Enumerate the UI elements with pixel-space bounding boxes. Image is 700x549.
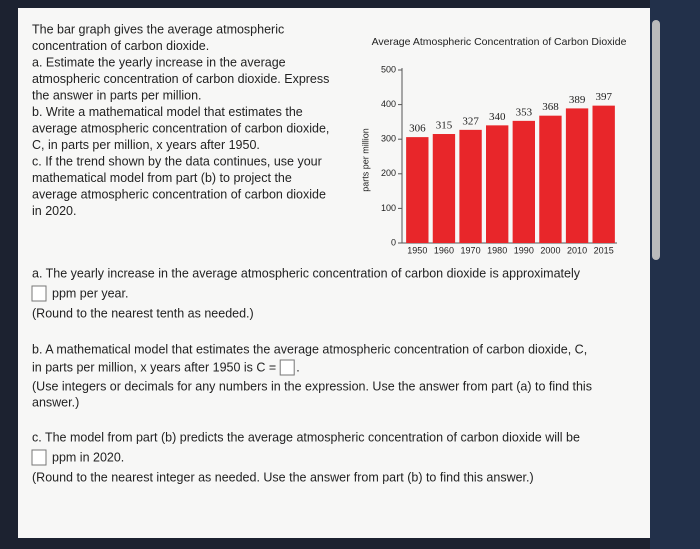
hint: (Use integers or decimals for any number…	[32, 379, 592, 393]
y-tick-label: 400	[381, 99, 396, 109]
panel	[18, 8, 650, 538]
question-text: b. A mathematical model that estimates t…	[32, 342, 587, 356]
intro-line: mathematical model from part (b) to proj…	[32, 171, 292, 185]
data-label: 327	[462, 115, 479, 127]
hint: answer.)	[32, 395, 79, 409]
question-text: c. The model from part (b) predicts the …	[32, 430, 580, 444]
data-label: 397	[595, 91, 612, 103]
answer-box[interactable]	[31, 285, 47, 302]
bar	[565, 108, 589, 243]
answer-unit: ppm per year.	[52, 286, 128, 300]
bar	[512, 120, 535, 243]
data-label: 340	[489, 111, 506, 123]
x-tick-label: 1950	[407, 245, 427, 255]
question-text: in parts per million, x years after 1950…	[32, 360, 276, 374]
x-tick-label: 2000	[540, 245, 560, 255]
data-label: 306	[409, 123, 426, 135]
x-tick-label: 2015	[594, 245, 614, 255]
hint: (Round to the nearest tenth as needed.)	[32, 306, 254, 320]
data-label: 315	[436, 120, 453, 132]
y-tick-label: 100	[381, 203, 396, 213]
punctuation: .	[296, 360, 299, 374]
intro-line: a. Estimate the yearly increase in the a…	[32, 55, 286, 69]
data-label: 389	[569, 94, 586, 106]
x-tick-label: 2010	[567, 245, 587, 255]
intro-line: atmospheric concentration of carbon diox…	[32, 72, 329, 86]
bar	[406, 137, 429, 243]
bar	[486, 125, 509, 243]
intro-line: The bar graph gives the average atmosphe…	[32, 22, 284, 36]
intro-line: the answer in parts per million.	[32, 88, 202, 102]
data-label: 368	[542, 101, 559, 113]
question-text: a. The yearly increase in the average at…	[32, 266, 581, 280]
x-tick-label: 1990	[514, 245, 534, 255]
intro-line: C, in parts per million, x years after 1…	[32, 138, 260, 152]
intro-line: b. Write a mathematical model that estim…	[32, 105, 303, 119]
answer-box[interactable]	[279, 359, 295, 376]
bar	[592, 105, 615, 243]
y-tick-label: 0	[391, 237, 396, 247]
chart-title: Average Atmospheric Concentration of Car…	[371, 36, 627, 48]
intro-line: in 2020.	[32, 204, 76, 218]
intro-line: concentration of carbon dioxide.	[32, 39, 209, 53]
hint: (Round to the nearest integer as needed.…	[32, 470, 534, 484]
x-tick-label: 1960	[434, 245, 454, 255]
y-tick-label: 200	[381, 168, 396, 178]
y-tick-label: 300	[381, 134, 396, 144]
intro-line: average atmospheric concentration of car…	[32, 187, 326, 201]
scrollbar	[652, 20, 660, 260]
data-label: 353	[516, 106, 533, 118]
bar	[539, 115, 562, 243]
x-tick-label: 1980	[487, 245, 507, 255]
answer-box[interactable]	[31, 449, 47, 466]
intro-line: c. If the trend shown by the data contin…	[32, 154, 322, 168]
y-axis-label: parts per million	[360, 128, 370, 192]
x-tick-label: 1970	[461, 245, 481, 255]
bar	[459, 129, 482, 243]
y-tick-label: 500	[381, 64, 396, 74]
answer-unit: ppm in 2020.	[52, 450, 124, 464]
bar	[432, 134, 456, 243]
intro-line: average atmospheric concentration of car…	[32, 121, 329, 135]
